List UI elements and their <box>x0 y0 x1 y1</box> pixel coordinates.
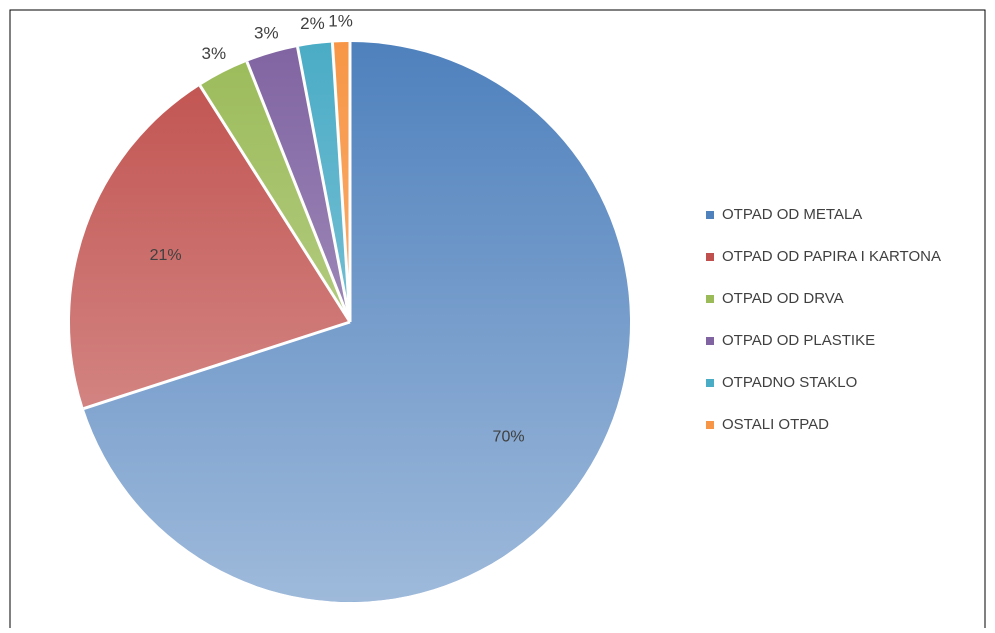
pie: 70% 21% 3% 3% 2% 1% <box>69 12 631 603</box>
legend-label: OTPAD OD METALA <box>722 206 862 223</box>
data-label: 3% <box>254 23 279 42</box>
legend-swatch <box>706 295 714 303</box>
slice-separator <box>330 42 352 323</box>
data-label: 2% <box>300 14 325 33</box>
legend-label: OTPAD OD PLASTIKE <box>722 332 875 349</box>
data-label: 1% <box>328 12 353 31</box>
data-label: 70% <box>493 428 525 445</box>
legend-label: OTPADNO STAKLO <box>722 374 857 391</box>
legend-label: OTPAD OD DRVA <box>722 290 844 307</box>
chart-frame <box>9 9 986 633</box>
legend-swatch <box>706 253 714 261</box>
data-label: 21% <box>150 247 182 264</box>
slice-separator <box>83 320 351 410</box>
slice-separator <box>296 46 352 323</box>
slice-separator <box>198 84 352 323</box>
legend-swatch <box>706 211 714 219</box>
legend-label: OTPAD OD PAPIRA I KARTONA <box>722 248 941 265</box>
legend-swatch <box>706 337 714 345</box>
legend-swatch <box>706 421 714 429</box>
legend-swatch <box>706 379 714 387</box>
data-label: 3% <box>202 44 227 63</box>
slice-separator <box>245 61 352 323</box>
legend-label: OSTALI OTPAD <box>722 416 829 433</box>
legend: OTPAD OD METALA OTPAD OD PAPIRA I KARTONA… <box>706 206 941 433</box>
